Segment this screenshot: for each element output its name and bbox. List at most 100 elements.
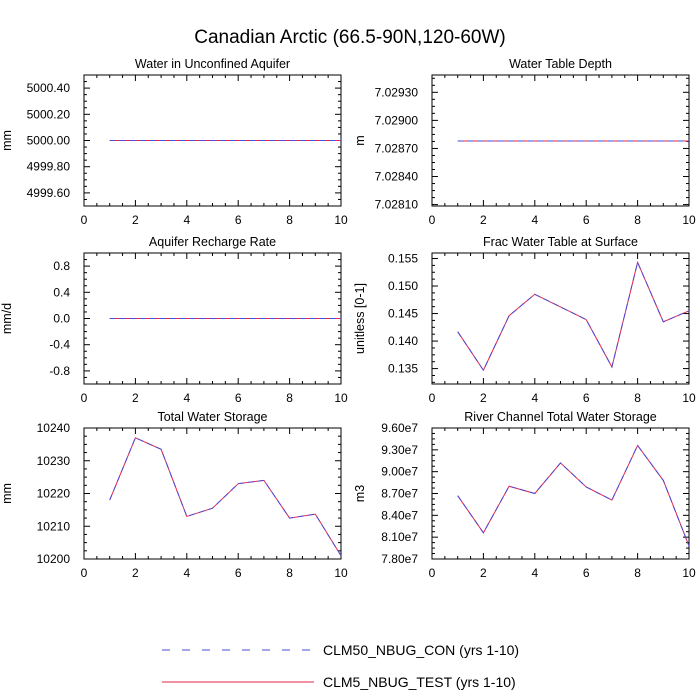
x-tick-label: 4: [183, 566, 190, 580]
y-tick-label: 5000.40: [27, 81, 71, 95]
panel-2: Water Table Depth m 0 2 4 6 8 10 7.02810 7.02840 7…: [353, 57, 696, 227]
x-tick-label: 4: [183, 213, 190, 227]
panel-title: Water Table Depth: [509, 57, 612, 71]
y-axis-label: unitless [0-1]: [353, 283, 367, 354]
series-line-con: [109, 437, 342, 556]
y-tick-label: 7.02930: [375, 85, 419, 99]
x-tick-label: 0: [429, 391, 436, 405]
y-tick-label: 5000.20: [27, 107, 71, 121]
x-tick-label: 2: [480, 566, 487, 580]
y-axis-label: mm/d: [0, 303, 14, 334]
x-tick-label: 6: [583, 566, 590, 580]
x-tick-label: 4: [531, 213, 538, 227]
y-tick-label: 4999.80: [27, 160, 71, 174]
x-tick-label: 8: [286, 566, 293, 580]
y-tick-label: 0.8: [53, 259, 70, 273]
y-tick-label: -0.4: [49, 338, 70, 352]
x-tick-label: 10: [682, 391, 696, 405]
plot-frame: [83, 427, 342, 560]
panel-title: River Channel Total Water Storage: [464, 410, 657, 424]
x-tick-label: 4: [531, 566, 538, 580]
y-tick-label: 0.4: [53, 285, 70, 299]
y-axis-label: m: [353, 135, 367, 145]
y-tick-label: 7.02840: [375, 170, 419, 184]
x-tick-label: 10: [682, 566, 696, 580]
y-tick-label: 9.60e7: [381, 421, 418, 435]
plot-frame: [431, 252, 690, 385]
y-axis-label: mm: [0, 483, 14, 504]
y-tick-label: 0.150: [388, 279, 418, 293]
y-tick-label: 5000.00: [27, 134, 71, 148]
y-axis-label: m3: [353, 485, 367, 502]
series-line-test: [457, 260, 690, 372]
x-tick-label: 8: [634, 213, 641, 227]
y-tick-label: 7.02810: [375, 198, 419, 212]
x-tick-label: 8: [286, 213, 293, 227]
y-tick-label: 8.70e7: [381, 487, 418, 501]
x-tick-label: 0: [81, 391, 88, 405]
y-tick-label: 0.145: [388, 307, 418, 321]
x-tick-label: 10: [334, 566, 348, 580]
x-tick-label: 6: [235, 213, 242, 227]
panel-title: Water in Unconfined Aquifer: [135, 57, 290, 71]
panels: Water in Unconfined Aquifer mm 0 2 4 6 8 10 4999…: [0, 57, 696, 580]
y-tick-label: 0.0: [53, 312, 70, 326]
series-line-con: [457, 444, 690, 547]
x-tick-label: 10: [682, 213, 696, 227]
y-tick-label: 0.155: [388, 252, 418, 266]
y-tick-label: 10200: [37, 552, 71, 566]
panel-4: Frac Water Table at Surface unitless [0-1…: [353, 235, 696, 405]
y-tick-label: 8.40e7: [381, 508, 418, 522]
x-tick-label: 6: [583, 213, 590, 227]
figure-title: Canadian Arctic (66.5-90N,120-60W): [194, 27, 506, 48]
x-tick-label: 10: [334, 213, 348, 227]
y-tick-label: 9.30e7: [381, 443, 418, 457]
x-tick-label: 2: [132, 213, 139, 227]
series-line-test: [457, 444, 690, 547]
x-tick-label: 8: [286, 391, 293, 405]
plot-frame: [431, 427, 690, 560]
x-tick-label: 0: [81, 566, 88, 580]
panel-title: Frac Water Table at Surface: [483, 235, 638, 249]
x-tick-label: 2: [480, 213, 487, 227]
x-tick-label: 0: [429, 213, 436, 227]
y-tick-label: 10240: [37, 421, 71, 435]
series-line-con: [457, 260, 690, 372]
y-tick-label: 7.80e7: [381, 552, 418, 566]
panel-3: Aquifer Recharge Rate mm/d 0 2 4 6 8 10 -0.8 -0.4…: [0, 235, 348, 405]
panel-title: Aquifer Recharge Rate: [149, 235, 276, 249]
y-tick-label: 8.10e7: [381, 530, 418, 544]
y-tick-label: 10220: [37, 487, 71, 501]
y-tick-label: 10210: [37, 519, 71, 533]
series-line-test: [109, 437, 342, 556]
x-tick-label: 0: [81, 213, 88, 227]
y-tick-label: -0.8: [49, 364, 70, 378]
legend-label: CLM50_NBUG_CON (yrs 1-10): [323, 642, 519, 658]
y-tick-label: 0.140: [388, 334, 418, 348]
y-tick-label: 7.02870: [375, 141, 419, 155]
y-tick-label: 7.02900: [375, 113, 419, 127]
panel-title: Total Water Storage: [157, 410, 267, 424]
y-tick-label: 0.135: [388, 362, 418, 376]
x-tick-label: 10: [334, 391, 348, 405]
panel-6: River Channel Total Water Storage m3 0 2 4 6 8…: [353, 410, 696, 580]
x-tick-label: 6: [583, 391, 590, 405]
x-tick-label: 4: [531, 391, 538, 405]
y-tick-label: 4999.60: [27, 186, 71, 200]
x-tick-label: 2: [480, 391, 487, 405]
x-tick-label: 6: [235, 391, 242, 405]
x-tick-label: 8: [634, 391, 641, 405]
x-tick-label: 6: [235, 566, 242, 580]
x-tick-label: 8: [634, 566, 641, 580]
x-tick-label: 4: [183, 391, 190, 405]
x-tick-label: 2: [132, 391, 139, 405]
y-tick-label: 9.00e7: [381, 465, 418, 479]
x-tick-label: 2: [132, 566, 139, 580]
legend: CLM50_NBUG_CON (yrs 1-10) CLM5_NBUG_TEST …: [162, 642, 519, 690]
legend-label: CLM5_NBUG_TEST (yrs 1-10): [323, 674, 516, 690]
panel-5: Total Water Storage mm 0 2 4 6 8 10 10200 10210 10…: [0, 410, 348, 580]
y-tick-label: 10230: [37, 454, 71, 468]
x-tick-label: 0: [429, 566, 436, 580]
y-axis-label: mm: [0, 130, 14, 151]
